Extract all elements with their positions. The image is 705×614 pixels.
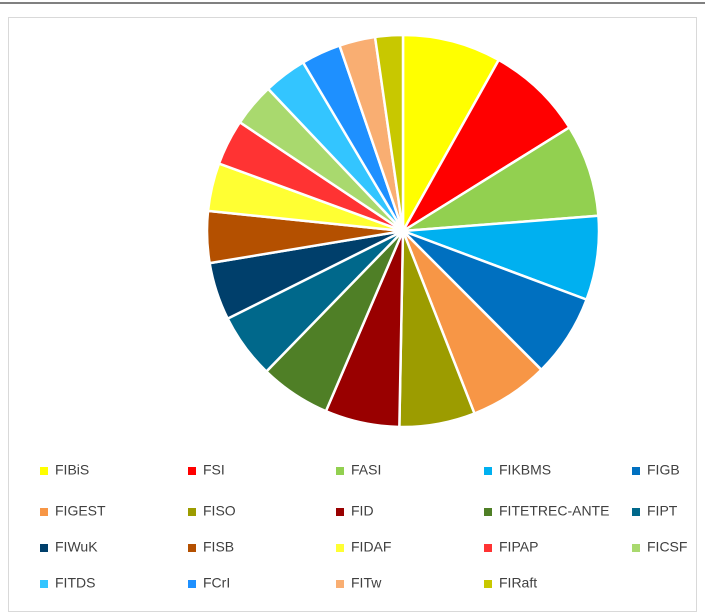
- legend-swatch: [484, 544, 492, 552]
- legend-swatch: [632, 544, 640, 552]
- legend-label: FISO: [203, 503, 236, 519]
- legend-label: FITETREC-ANTE: [499, 503, 609, 519]
- legend-swatch: [484, 580, 492, 588]
- pie-slice: [402, 125, 600, 233]
- legend-swatch: [188, 467, 196, 475]
- legend-swatch: [484, 467, 492, 475]
- chart-frame: [8, 17, 697, 612]
- legend-label: FIPT: [647, 503, 678, 519]
- legend-swatch: [484, 508, 492, 516]
- legend-swatch: [188, 508, 196, 516]
- legend-label: FIBiS: [55, 462, 89, 478]
- legend-swatch: [40, 508, 48, 516]
- pie-slice: [401, 33, 501, 236]
- legend-label: FIPAP: [499, 539, 538, 555]
- legend-swatch: [632, 467, 640, 475]
- legend-swatch: [632, 508, 640, 516]
- legend-label: FIWuK: [55, 539, 98, 555]
- pie-slice: [373, 33, 405, 232]
- pie-slice: [401, 58, 572, 233]
- legend-swatch: [336, 580, 344, 588]
- legend-label: FITw: [351, 575, 382, 591]
- legend-swatch: [40, 467, 48, 475]
- legend-swatch: [336, 467, 344, 475]
- legend-label: FISB: [203, 539, 234, 555]
- legend-swatch: [336, 508, 344, 516]
- legend-label: FIGB: [647, 462, 680, 478]
- legend-swatch: [40, 580, 48, 588]
- legend-label: FIGEST: [55, 503, 106, 519]
- legend-swatch: [336, 544, 344, 552]
- legend-label: FIDAF: [351, 539, 391, 555]
- legend-swatch: [188, 580, 196, 588]
- legend-label: FSI: [203, 462, 225, 478]
- legend-label: FCrI: [203, 575, 230, 591]
- legend-label: FICSF: [647, 539, 687, 555]
- legend-label: FIRaft: [499, 575, 537, 591]
- legend-label: FITDS: [55, 575, 95, 591]
- legend-label: FIKBMS: [499, 462, 551, 478]
- legend-swatch: [188, 544, 196, 552]
- legend-label: FASI: [351, 462, 381, 478]
- legend-label: FID: [351, 503, 374, 519]
- legend-swatch: [40, 544, 48, 552]
